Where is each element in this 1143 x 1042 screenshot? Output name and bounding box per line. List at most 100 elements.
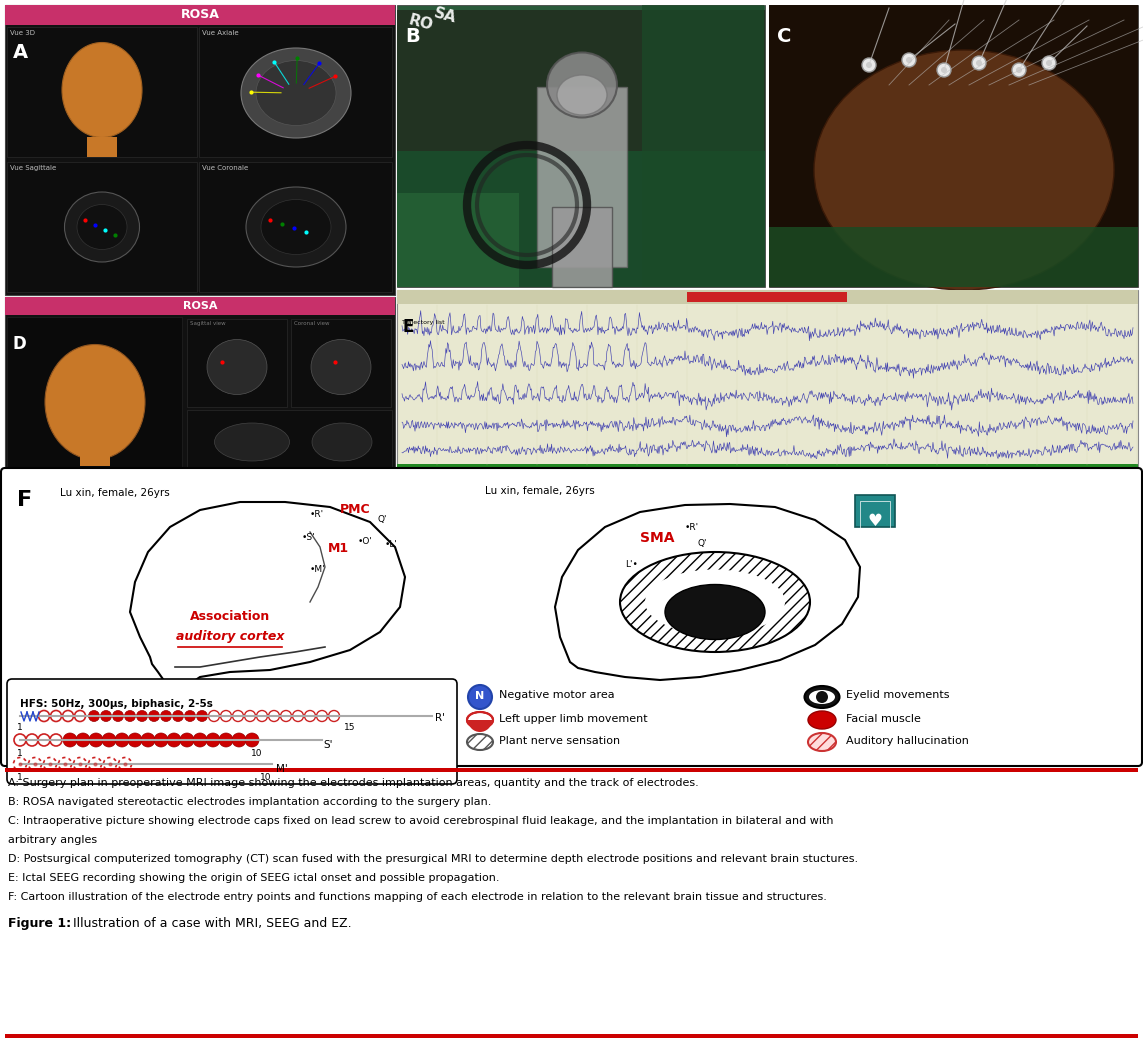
Bar — [552, 207, 612, 287]
Circle shape — [976, 60, 982, 66]
Text: Plant nerve sensation: Plant nerve sensation — [499, 736, 621, 746]
Text: Auditory hallucination: Auditory hallucination — [846, 736, 969, 746]
Bar — [5, 5, 395, 295]
Bar — [527, 336, 557, 343]
Bar — [187, 319, 287, 407]
Text: Illustration of a case with MRI, SEEG and EZ.: Illustration of a case with MRI, SEEG an… — [73, 917, 352, 931]
Circle shape — [160, 711, 171, 721]
Circle shape — [256, 711, 267, 721]
Circle shape — [58, 758, 72, 770]
Circle shape — [115, 733, 129, 747]
Circle shape — [136, 711, 147, 721]
Bar — [291, 319, 391, 407]
Circle shape — [245, 733, 259, 747]
Text: C: Intraoperative picture showing electrode caps fixed on lead screw to avoid ce: C: Intraoperative picture showing electr… — [8, 816, 833, 826]
Text: Coronal view: Coronal view — [294, 321, 329, 326]
Circle shape — [179, 733, 194, 747]
Circle shape — [221, 711, 232, 721]
Bar — [397, 317, 567, 468]
Circle shape — [149, 711, 160, 721]
Circle shape — [141, 733, 155, 747]
Text: R': R' — [435, 713, 445, 723]
Text: Left upper limb movement: Left upper limb movement — [499, 714, 648, 724]
Circle shape — [38, 734, 50, 746]
Text: PMC: PMC — [339, 503, 370, 516]
Ellipse shape — [809, 690, 836, 704]
Circle shape — [937, 63, 951, 77]
Ellipse shape — [256, 60, 336, 125]
Circle shape — [63, 733, 77, 747]
Bar — [397, 290, 1138, 304]
Circle shape — [101, 711, 112, 721]
Bar — [769, 5, 1138, 287]
Circle shape — [972, 56, 986, 70]
Bar — [80, 446, 110, 466]
Text: S': S' — [323, 740, 333, 750]
Text: 1: 1 — [17, 723, 23, 731]
Circle shape — [193, 733, 207, 747]
Circle shape — [88, 758, 102, 770]
Text: E: E — [403, 318, 415, 336]
Ellipse shape — [620, 552, 810, 652]
Circle shape — [102, 733, 115, 747]
Text: Association: Association — [190, 610, 270, 623]
Ellipse shape — [467, 734, 493, 750]
Ellipse shape — [665, 585, 765, 640]
Polygon shape — [130, 502, 405, 742]
Circle shape — [88, 711, 99, 721]
Text: ROSA: ROSA — [183, 301, 217, 311]
Text: Vue 3D: Vue 3D — [10, 30, 35, 36]
Text: Q': Q' — [698, 539, 708, 548]
Text: auditory cortex: auditory cortex — [176, 630, 285, 643]
Text: Q': Q' — [378, 515, 387, 524]
Circle shape — [26, 734, 38, 746]
Text: •M': •M' — [310, 565, 326, 574]
Wedge shape — [467, 720, 491, 731]
Bar — [527, 366, 557, 373]
FancyBboxPatch shape — [1, 468, 1142, 766]
Circle shape — [75, 733, 90, 747]
Circle shape — [328, 711, 339, 721]
Ellipse shape — [261, 199, 331, 254]
Bar — [687, 292, 847, 302]
Text: 1: 1 — [17, 773, 23, 782]
Circle shape — [280, 711, 291, 721]
Text: Vue Axiale: Vue Axiale — [202, 30, 239, 36]
Circle shape — [304, 711, 315, 721]
Ellipse shape — [467, 712, 493, 728]
Bar — [199, 27, 392, 157]
Bar — [7, 162, 197, 292]
Bar — [855, 495, 895, 527]
Bar — [397, 146, 765, 287]
Circle shape — [14, 734, 26, 746]
Bar — [5, 297, 395, 315]
Text: RO: RO — [407, 13, 434, 33]
Text: C: C — [777, 27, 791, 46]
Circle shape — [232, 733, 246, 747]
Ellipse shape — [814, 50, 1114, 290]
Circle shape — [906, 57, 912, 63]
Circle shape — [1012, 63, 1026, 77]
Circle shape — [269, 711, 280, 721]
Bar — [199, 162, 392, 292]
Circle shape — [197, 711, 208, 721]
Text: •L': •L' — [385, 540, 398, 549]
Bar — [5, 297, 395, 470]
Circle shape — [167, 733, 181, 747]
Text: 10: 10 — [261, 773, 272, 782]
Ellipse shape — [45, 345, 145, 460]
Bar — [397, 5, 765, 287]
Text: A: A — [13, 43, 29, 63]
Ellipse shape — [207, 340, 267, 395]
Text: E: Ictal SEEG recording showing the origin of SEEG ictal onset and possible prop: E: Ictal SEEG recording showing the orig… — [8, 873, 499, 883]
Circle shape — [941, 67, 948, 73]
Circle shape — [128, 733, 142, 747]
Text: M1: M1 — [328, 542, 349, 555]
Text: F: Cartoon illustration of the electrode entry points and functions mapping of e: F: Cartoon illustration of the electrode… — [8, 892, 826, 902]
Circle shape — [63, 711, 73, 721]
Text: Trajectory list: Trajectory list — [402, 320, 445, 325]
Circle shape — [173, 711, 184, 721]
Circle shape — [1046, 60, 1052, 66]
Text: L'•: L'• — [625, 560, 638, 569]
Circle shape — [1042, 56, 1056, 70]
